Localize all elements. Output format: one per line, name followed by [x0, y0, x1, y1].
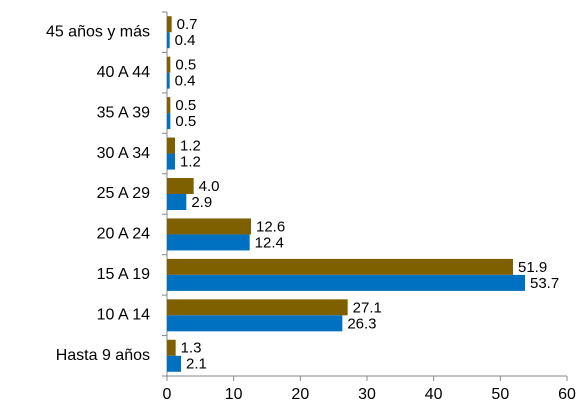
- bar: [167, 234, 250, 251]
- value-label: 1.3: [181, 340, 202, 357]
- bar: [167, 97, 171, 114]
- bar: [167, 315, 343, 332]
- bar: [167, 153, 175, 170]
- bar: [167, 113, 171, 130]
- value-label: 12.4: [255, 234, 284, 251]
- y-tick-label: 40 A 44: [97, 64, 150, 81]
- bar: [167, 194, 187, 210]
- value-label: 53.7: [530, 275, 559, 292]
- bar: [167, 16, 172, 33]
- value-label: 4.0: [199, 178, 220, 195]
- bar: [167, 299, 348, 316]
- bar: [167, 258, 513, 275]
- value-label: 2.9: [191, 194, 212, 211]
- bar: [167, 218, 251, 235]
- y-tick-label: 15 A 19: [97, 266, 150, 283]
- value-label: 0.7: [177, 16, 198, 33]
- bar: [167, 72, 170, 89]
- value-label: 0.5: [175, 113, 196, 130]
- bar: [167, 56, 171, 73]
- y-tick-label: 35 A 39: [97, 104, 150, 121]
- y-tick-label: 25 A 29: [97, 185, 150, 202]
- x-tick-label: 50: [491, 386, 509, 403]
- value-label: 12.6: [256, 218, 285, 235]
- value-label: 51.9: [518, 259, 547, 276]
- x-tick-label: 0: [163, 386, 172, 403]
- bar: [167, 32, 170, 49]
- value-label: 0.5: [175, 97, 196, 114]
- value-label: 0.4: [175, 32, 196, 49]
- bar: [167, 137, 175, 154]
- x-tick-label: 20: [291, 386, 309, 403]
- y-tick-label: Hasta 9 años: [56, 347, 150, 364]
- value-label: 1.2: [180, 154, 201, 171]
- value-label: 27.1: [353, 299, 382, 316]
- x-tick-label: 30: [358, 386, 376, 403]
- x-tick-label: 10: [225, 386, 243, 403]
- value-label: 2.1: [186, 356, 207, 373]
- x-tick-label: 60: [558, 386, 576, 403]
- value-label: 0.5: [175, 57, 196, 74]
- value-label: 1.2: [180, 138, 201, 155]
- value-label: 26.3: [347, 315, 376, 332]
- y-tick-label: 30 A 34: [97, 145, 150, 162]
- bar: [167, 339, 176, 356]
- bar: [167, 178, 194, 194]
- y-tick-label: 45 años y más: [46, 23, 150, 40]
- bar: [167, 274, 525, 291]
- value-label: 0.4: [175, 73, 196, 90]
- y-tick-label: 20 A 24: [97, 226, 150, 243]
- bar: [167, 355, 181, 372]
- x-tick-label: 40: [425, 386, 443, 403]
- y-tick-label: 10 A 14: [97, 307, 150, 324]
